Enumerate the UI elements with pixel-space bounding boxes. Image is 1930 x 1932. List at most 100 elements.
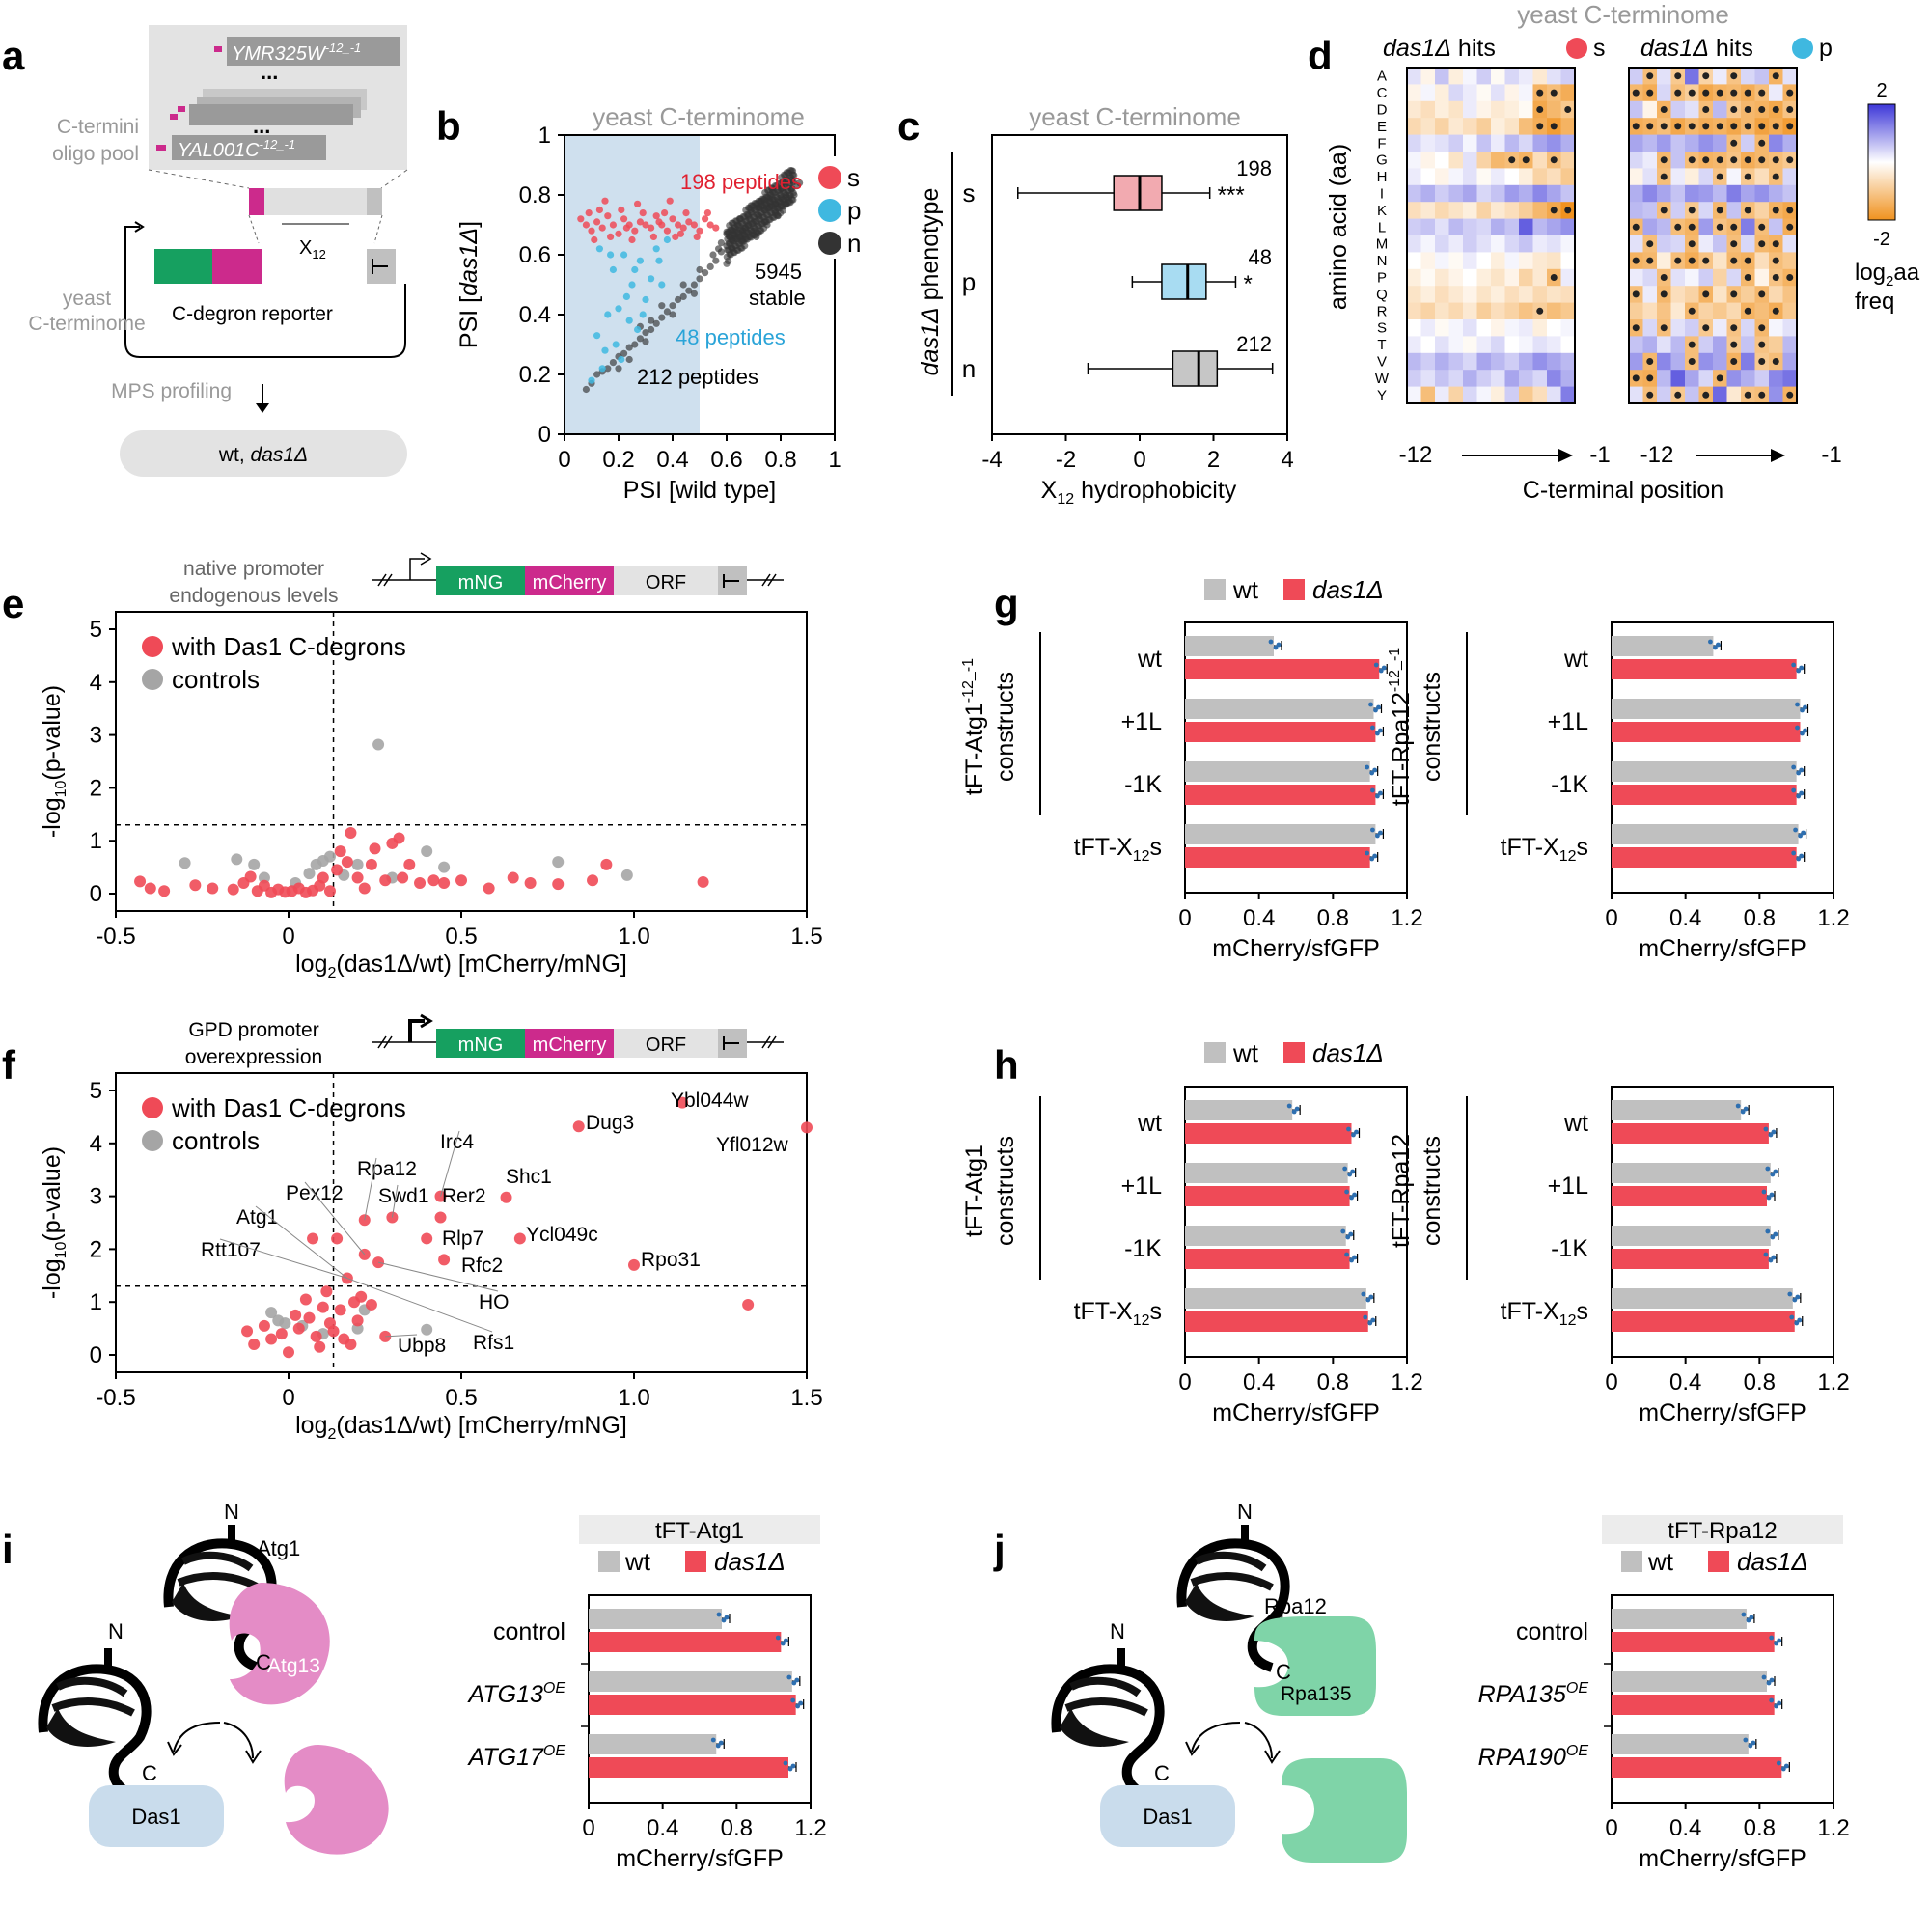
d-x-end-1: -1: [1589, 442, 1610, 468]
panel-h-0-bar-mut: [1185, 1311, 1368, 1332]
d-hit-p: [1660, 156, 1668, 164]
b-point-n: [636, 335, 645, 343]
c-box-n: [1172, 350, 1219, 387]
c-group-n: n: [962, 354, 976, 383]
panel-h-0-row-label: +1L: [1121, 1173, 1163, 1200]
d-cell-p: [1642, 168, 1658, 186]
d-cell-p: [1713, 235, 1727, 253]
d-cell-p: [1670, 268, 1686, 287]
d-cell-s: [1532, 218, 1548, 236]
d-cell-s: [1420, 68, 1436, 85]
b-point-stable: [737, 237, 745, 245]
f-header-2: overexpression: [185, 1046, 322, 1068]
d-hit-p: [1758, 156, 1766, 164]
i-bars-legend-mut-swatch: [685, 1551, 706, 1572]
d-cell-p: [1670, 152, 1686, 169]
d-hit-p: [1674, 123, 1682, 130]
j-bars-xtick-label: 0.8: [1744, 1815, 1776, 1841]
b-point-n: [648, 325, 655, 334]
d-cell-p: [1769, 84, 1783, 102]
e-point: [244, 870, 257, 883]
d-colorbar: [1867, 103, 1896, 221]
i-bars-xlabel: mCherry/sfGFP: [616, 1845, 784, 1872]
d-x-end-2: -1: [1821, 442, 1841, 468]
panel-g-legend-wt: wt: [1232, 575, 1259, 604]
d-cell-s: [1476, 235, 1492, 253]
c-count-n: 212: [1236, 332, 1272, 356]
pool-label-2: oligo pool: [52, 143, 139, 165]
f-ytick-label: 5: [90, 1078, 102, 1104]
d-cell-p: [1698, 235, 1714, 253]
d-cell-p: [1670, 370, 1686, 387]
d-cell-s: [1420, 218, 1436, 236]
promoter-arrow: [408, 1019, 425, 1042]
panel-h-1-replicate: [1789, 1314, 1795, 1320]
f-point: [248, 1339, 261, 1351]
j-bars-bar-mut: [1612, 1757, 1782, 1778]
panel-g-0-replicate: [1376, 704, 1381, 710]
f-point: [351, 1314, 364, 1327]
d-hit-p: [1660, 207, 1668, 214]
d-hit-p: [1730, 89, 1738, 97]
f-point: [299, 1293, 312, 1306]
d-hit-p: [1688, 307, 1696, 315]
e-header-2: endogenous levels: [169, 585, 338, 607]
d-cell-p: [1726, 302, 1742, 320]
f-leader: [364, 1157, 377, 1221]
e-point: [134, 875, 147, 888]
d-cell-p: [1629, 268, 1643, 287]
panel-h-0-replicate: [1351, 1132, 1356, 1138]
d-hit-p: [1758, 89, 1766, 97]
d-cell-s: [1448, 352, 1464, 371]
b-point-n: [696, 265, 703, 274]
f-point: [331, 1232, 344, 1245]
panel-h-0-bar-wt: [1185, 1163, 1348, 1183]
panel-g-0-xtick-label: 0.4: [1243, 905, 1275, 931]
b-point-stable: [747, 202, 755, 209]
d-cell-s: [1547, 184, 1561, 203]
b-point-n: [615, 365, 622, 373]
d-hit-p: [1744, 156, 1751, 164]
b-point-stable: [728, 236, 735, 245]
panel-g-group-1: 0 0.4 0.8 1.2 mCherry/sfGFP wt +1L -1K tFT-X12s t…: [1387, 621, 1850, 962]
j-partner-label: Rpa135: [1281, 1683, 1352, 1705]
d-cell-s: [1491, 235, 1505, 253]
d-cell-s: [1420, 202, 1436, 219]
d-cell-s: [1420, 118, 1436, 135]
d-hit-p: [1744, 106, 1751, 113]
d-cell-s: [1519, 336, 1533, 354]
i-protein-label: Atg1: [257, 1536, 300, 1560]
b-point-s: [703, 209, 712, 217]
panel-h-constructs-1: constructs: [1419, 1136, 1446, 1246]
panel-g-0-bar-wt: [1185, 761, 1370, 782]
d-hit-p: [1674, 89, 1682, 97]
e-xtick-label: 0: [282, 924, 294, 950]
d-cell-p: [1713, 134, 1727, 152]
e-point: [427, 874, 440, 887]
d-aa-label: M: [1376, 236, 1389, 253]
b-point-p: [655, 257, 663, 264]
d-cell-s: [1491, 218, 1505, 236]
f-label-rlp7: Rlp7: [442, 1228, 483, 1250]
e-ylabel: -log10(p-value): [39, 685, 69, 838]
d-cell-p: [1670, 286, 1686, 303]
d-cell-s: [1435, 252, 1449, 270]
d-hit-p: [1744, 274, 1751, 281]
b-xtick-label: 0.8: [764, 447, 796, 473]
panel-h-1-replicate: [1740, 1109, 1746, 1115]
strains-box: [120, 430, 407, 477]
panel-h-0-xtick-label: 0: [1178, 1369, 1191, 1395]
d-cell-s: [1519, 235, 1533, 253]
d-cell-s: [1420, 184, 1436, 203]
d-cell-p: [1670, 100, 1686, 119]
d-cell-s: [1504, 84, 1520, 102]
d-aa-label: H: [1377, 169, 1388, 185]
b-point-s: [618, 206, 625, 214]
e-point: [189, 879, 202, 892]
f-xtick-label: 0.5: [445, 1385, 477, 1411]
d-hit-p: [1786, 89, 1794, 97]
j-bars-bar-mut: [1612, 1695, 1775, 1715]
d-cell-s: [1407, 218, 1421, 236]
d-hit-p: [1772, 307, 1779, 315]
d-cell-s: [1448, 286, 1464, 303]
